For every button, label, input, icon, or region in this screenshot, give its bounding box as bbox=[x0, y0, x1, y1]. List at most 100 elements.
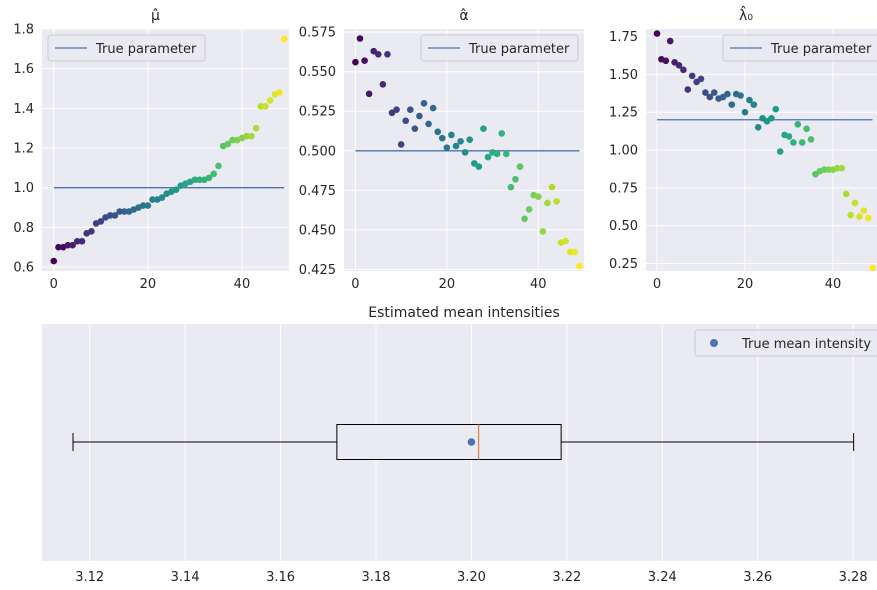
x-tick-label: 0 bbox=[351, 277, 359, 292]
data-point bbox=[776, 148, 784, 155]
y-tick-label: 0.550 bbox=[299, 65, 336, 80]
y-tick-label: 1.00 bbox=[609, 144, 638, 159]
x-tick-label: 20 bbox=[737, 277, 754, 292]
legend-label: True parameter bbox=[468, 42, 570, 57]
legend-frame bbox=[47, 34, 206, 62]
data-point bbox=[702, 89, 709, 96]
data-point bbox=[224, 140, 232, 148]
data-point bbox=[842, 190, 850, 198]
x-tick-label: 40 bbox=[825, 277, 842, 292]
data-point bbox=[365, 90, 373, 98]
data-point bbox=[248, 132, 255, 140]
data-point bbox=[803, 125, 810, 133]
data-points bbox=[352, 35, 583, 270]
y-tick-label: 0.6 bbox=[13, 261, 34, 276]
x-tick-label: 0 bbox=[653, 277, 661, 292]
y-tick-label: 0.8 bbox=[13, 221, 34, 236]
data-point bbox=[785, 133, 793, 140]
data-point bbox=[688, 72, 696, 80]
y-tick-label: 0.450 bbox=[299, 223, 336, 238]
legend-frame bbox=[420, 34, 579, 62]
x-tick-label: 20 bbox=[439, 277, 456, 292]
data-point bbox=[746, 96, 753, 104]
data-point bbox=[361, 57, 368, 64]
data-point bbox=[393, 106, 400, 113]
x-tick-label: 3.16 bbox=[266, 570, 295, 585]
data-point bbox=[420, 100, 428, 107]
y-tick-label: 1.50 bbox=[609, 68, 638, 83]
y-tick-label: 1.8 bbox=[13, 23, 34, 38]
x-tick-labels: 0 20 40 bbox=[50, 277, 251, 292]
data-point bbox=[525, 206, 533, 213]
data-point bbox=[838, 164, 846, 172]
y-tick-label: 1.0 bbox=[13, 181, 34, 196]
data-point bbox=[406, 106, 414, 113]
y-tick-label: 1.2 bbox=[13, 142, 34, 157]
data-point bbox=[790, 139, 797, 146]
data-point bbox=[697, 75, 705, 83]
data-point bbox=[402, 117, 410, 125]
data-point bbox=[252, 124, 260, 132]
data-point bbox=[55, 243, 62, 251]
y-tick-label: 0.425 bbox=[299, 263, 336, 278]
x-tick-label: 3.26 bbox=[743, 570, 772, 585]
data-points bbox=[50, 35, 288, 265]
data-point bbox=[860, 207, 868, 214]
y-tick-labels: 0.425 0.450 0.475 0.500 0.525 0.550 0.575 bbox=[299, 26, 336, 278]
data-point bbox=[516, 163, 524, 170]
data-point bbox=[741, 108, 749, 116]
data-point bbox=[438, 134, 446, 142]
data-point bbox=[461, 149, 469, 156]
data-point bbox=[534, 193, 542, 200]
data-point bbox=[710, 89, 718, 96]
interquartile-box bbox=[336, 424, 562, 460]
data-point bbox=[772, 105, 780, 113]
panel-title: λ̂₀ bbox=[739, 5, 753, 24]
y-tick-label: 0.475 bbox=[299, 184, 336, 199]
y-tick-labels: 0.25 0.50 0.75 1.00 1.25 1.50 1.75 bbox=[609, 30, 638, 272]
legend-frame bbox=[722, 34, 877, 62]
data-point bbox=[794, 120, 802, 128]
panel-mu-hat: μ̂ 0 20 40 0.6 0.8 1.0 1.2 1.4 1.6 1.8 True para… bbox=[13, 8, 289, 292]
data-point bbox=[210, 170, 218, 178]
y-tick-label: 0.525 bbox=[299, 105, 336, 120]
data-point bbox=[507, 183, 515, 191]
x-tick-labels: 0 20 40 bbox=[653, 277, 841, 292]
legend-label: True parameter bbox=[770, 42, 872, 57]
y-tick-labels: 0.6 0.8 1.0 1.2 1.4 1.6 1.8 bbox=[13, 23, 34, 276]
data-point bbox=[352, 58, 359, 66]
data-point bbox=[266, 97, 274, 104]
data-point bbox=[397, 141, 405, 148]
legend: True parameter bbox=[47, 34, 206, 62]
x-tick-label: 40 bbox=[530, 277, 547, 292]
data-point bbox=[856, 213, 863, 220]
data-point bbox=[475, 163, 483, 170]
data-point bbox=[411, 125, 419, 132]
data-point bbox=[257, 103, 265, 110]
panel-mean-intensities: Estimated mean intensities 3.12 3.14 3.16 3… bbox=[42, 305, 877, 585]
x-tick-label: 3.24 bbox=[648, 570, 677, 585]
y-tick-label: 0.500 bbox=[299, 144, 336, 159]
data-point bbox=[737, 92, 744, 99]
legend-label: True parameter bbox=[95, 42, 197, 57]
data-point bbox=[144, 202, 152, 209]
data-point bbox=[50, 257, 58, 265]
data-point bbox=[139, 202, 147, 209]
data-point bbox=[662, 57, 670, 65]
panel-title: α̂ bbox=[459, 8, 468, 24]
data-point bbox=[484, 153, 492, 161]
data-point bbox=[416, 112, 423, 120]
data-point bbox=[562, 237, 570, 245]
data-point bbox=[191, 176, 199, 184]
legend-marker-swatch bbox=[710, 339, 718, 347]
data-point bbox=[73, 237, 81, 245]
data-point bbox=[205, 174, 213, 182]
data-point bbox=[106, 212, 114, 219]
data-point bbox=[553, 198, 560, 205]
data-point bbox=[544, 199, 551, 207]
data-point bbox=[728, 101, 736, 108]
data-point bbox=[97, 218, 105, 225]
panel-title: Estimated mean intensities bbox=[368, 305, 560, 321]
data-point bbox=[512, 175, 519, 183]
x-tick-label: 3.20 bbox=[457, 570, 486, 585]
